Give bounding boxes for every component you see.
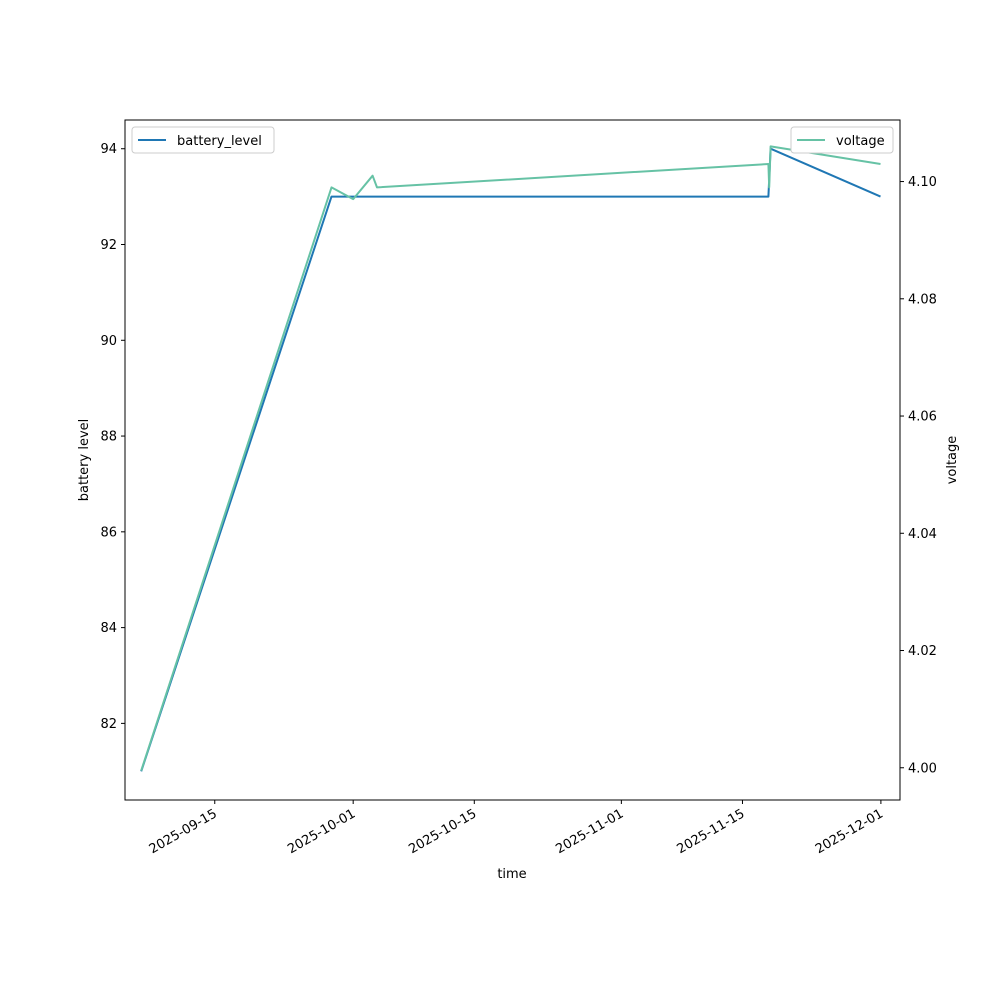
y-left-tick-label: 90 [100, 334, 117, 349]
y-right-tick-label: 4.02 [908, 644, 937, 659]
y-left-tick-label: 86 [100, 525, 117, 540]
legend-box [131, 126, 275, 154]
y-left-tick-label: 92 [100, 238, 117, 253]
legend-label: voltage [836, 134, 885, 149]
x-axis-label: time [497, 867, 526, 882]
y-left-tick-label: 82 [100, 717, 117, 732]
legend-label: battery_level [177, 134, 262, 149]
plot-layer [140, 145, 881, 772]
y-axis-right-label: voltage [945, 436, 960, 485]
legend-battery-level: battery_level [131, 126, 275, 154]
series-line-battery-level [140, 147, 881, 772]
y-right-tick-label: 4.10 [908, 175, 937, 190]
y-right-tick-label: 4.04 [908, 527, 937, 542]
y-right-tick-label: 4.06 [908, 410, 937, 425]
y-right-tick-label: 4.08 [908, 292, 937, 307]
y-left-tick-label: 94 [100, 142, 117, 157]
y-left-tick-label: 88 [100, 430, 117, 445]
legend-voltage: voltage [790, 126, 894, 154]
y-right-tick-label: 4.00 [908, 761, 937, 776]
legend-box [790, 126, 894, 154]
series-line-voltage [140, 145, 881, 772]
y-left-tick-label: 84 [100, 621, 117, 636]
y-axis-left-label: battery level [77, 419, 92, 502]
axes-frame [124, 119, 901, 801]
